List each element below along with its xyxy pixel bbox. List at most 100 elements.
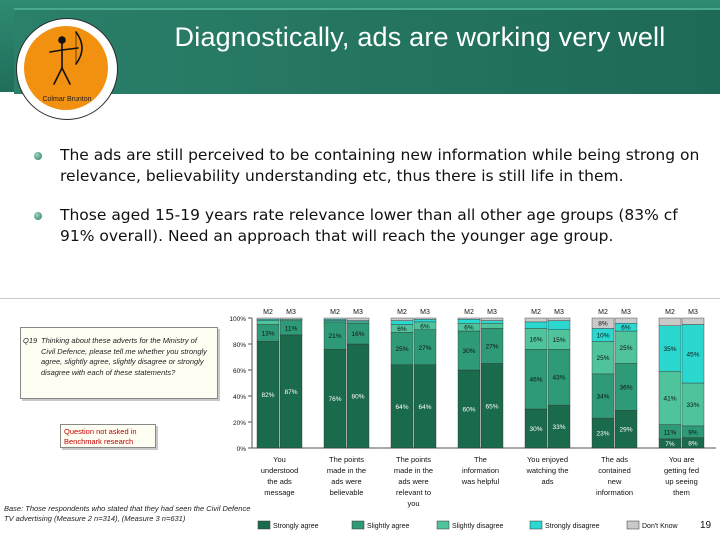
- data-label: 7%: [665, 441, 675, 448]
- legend-swatch: [351, 520, 365, 530]
- bar-segment: [346, 317, 370, 321]
- data-label: 8%: [688, 440, 698, 447]
- data-label: 6%: [397, 326, 407, 333]
- y-tick-label: 0%: [237, 446, 247, 453]
- data-label: 60%: [462, 407, 475, 414]
- data-label: 33%: [552, 424, 565, 431]
- category-label: believable: [330, 488, 364, 497]
- y-tick-label: 60%: [233, 368, 246, 375]
- bar-measure-label: M2: [598, 309, 608, 316]
- data-label: 16%: [529, 336, 542, 343]
- bar-measure-label: M3: [420, 309, 430, 316]
- question-text: Thinking about these adverts for the Min…: [41, 336, 207, 377]
- header-band: Diagnostically, ads are working very wel…: [0, 0, 720, 94]
- bar-segment: [390, 317, 414, 321]
- data-label: 6%: [464, 325, 474, 332]
- data-label: 80%: [351, 394, 364, 401]
- data-label: 65%: [485, 403, 498, 410]
- category-label: them: [673, 488, 690, 497]
- legend-label: Don't Know: [642, 523, 679, 530]
- bar-segment: [256, 320, 280, 325]
- data-label: 30%: [462, 348, 475, 355]
- data-label: 27%: [418, 345, 431, 352]
- y-tick-label: 20%: [233, 420, 246, 427]
- y-tick-label: 100%: [229, 316, 246, 323]
- data-label: 33%: [686, 402, 699, 409]
- bullet-2: Those aged 15-19 years rate relevance lo…: [60, 206, 678, 245]
- category-label: You: [273, 455, 286, 464]
- note-text: Question not asked in Benchmark research: [64, 427, 137, 446]
- data-label: 6%: [420, 323, 430, 330]
- category-label: You enjoyed: [527, 455, 568, 464]
- bar-measure-label: M3: [286, 309, 296, 316]
- bar-measure-label: M2: [464, 309, 474, 316]
- data-label: 6%: [621, 325, 631, 332]
- header-inner: [14, 8, 720, 94]
- legend-swatch: [626, 520, 640, 530]
- slide-title: Diagnostically, ads are working very wel…: [174, 22, 666, 52]
- bar-segment: [524, 321, 548, 329]
- category-label: The: [474, 455, 487, 464]
- category-label: made in the: [394, 466, 433, 475]
- legend-swatch: [257, 520, 271, 530]
- y-tick-label: 40%: [233, 394, 246, 401]
- question-box: Q19 Thinking about these adverts for the…: [20, 327, 218, 399]
- category-label: The points: [396, 455, 431, 464]
- data-label: 76%: [328, 396, 341, 403]
- data-label: 43%: [552, 375, 565, 382]
- data-label: 8%: [598, 321, 608, 328]
- data-label: 64%: [395, 404, 408, 411]
- category-label: ads were: [398, 477, 428, 486]
- archer-figure-icon: [49, 31, 83, 85]
- page-number: 19: [700, 520, 712, 531]
- divider: [0, 298, 720, 299]
- legend-label: Strongly disagree: [545, 523, 600, 530]
- bar-segment: [413, 317, 437, 320]
- bar-measure-label: M2: [263, 309, 273, 316]
- data-label: 9%: [688, 429, 698, 436]
- data-label: 64%: [418, 404, 431, 411]
- data-label: 30%: [529, 426, 542, 433]
- data-label: 16%: [351, 331, 364, 338]
- category-label: watching the: [525, 466, 568, 475]
- category-label: information: [596, 488, 633, 497]
- bar-measure-label: M2: [665, 309, 675, 316]
- category-label: was helpful: [461, 477, 500, 486]
- legend-label: Slightly disagree: [452, 523, 503, 530]
- data-label: 11%: [664, 429, 677, 436]
- data-label: 82%: [261, 392, 274, 399]
- category-label: information: [462, 466, 499, 475]
- bar-segment: [413, 319, 437, 323]
- data-label: 34%: [596, 394, 609, 401]
- category-label: made in the: [327, 466, 366, 475]
- bar-segment: [681, 317, 705, 325]
- bar-measure-label: M3: [487, 309, 497, 316]
- data-label: 10%: [596, 332, 609, 339]
- bar-segment: [457, 317, 481, 320]
- data-label: 46%: [529, 377, 542, 384]
- bar-segment: [256, 317, 280, 320]
- data-label: 23%: [596, 431, 609, 438]
- data-label: 25%: [619, 345, 632, 352]
- logo-text: Colmar Brunton: [42, 96, 92, 103]
- question-label: Q19: [23, 336, 38, 345]
- base-note: Base: Those respondents who stated that …: [4, 504, 251, 523]
- bar-measure-label: M3: [554, 309, 564, 316]
- bullet-1: The ads are still perceived to be contai…: [60, 146, 700, 185]
- bar-segment: [524, 317, 548, 323]
- category-label: you: [407, 499, 419, 508]
- bar-measure-label: M2: [397, 309, 407, 316]
- category-label: up seeing: [665, 477, 698, 486]
- category-label: relevant to: [396, 488, 431, 497]
- bar-segment: [591, 317, 615, 329]
- bar-segment: [547, 320, 571, 330]
- data-label: 11%: [285, 325, 298, 332]
- legend-swatch: [436, 520, 450, 530]
- bullet-icon: [34, 212, 42, 220]
- data-label: 25%: [596, 355, 609, 362]
- data-label: 45%: [686, 351, 699, 358]
- bar-segment: [658, 317, 682, 327]
- data-label: 36%: [619, 384, 632, 391]
- bar-segment: [323, 317, 347, 320]
